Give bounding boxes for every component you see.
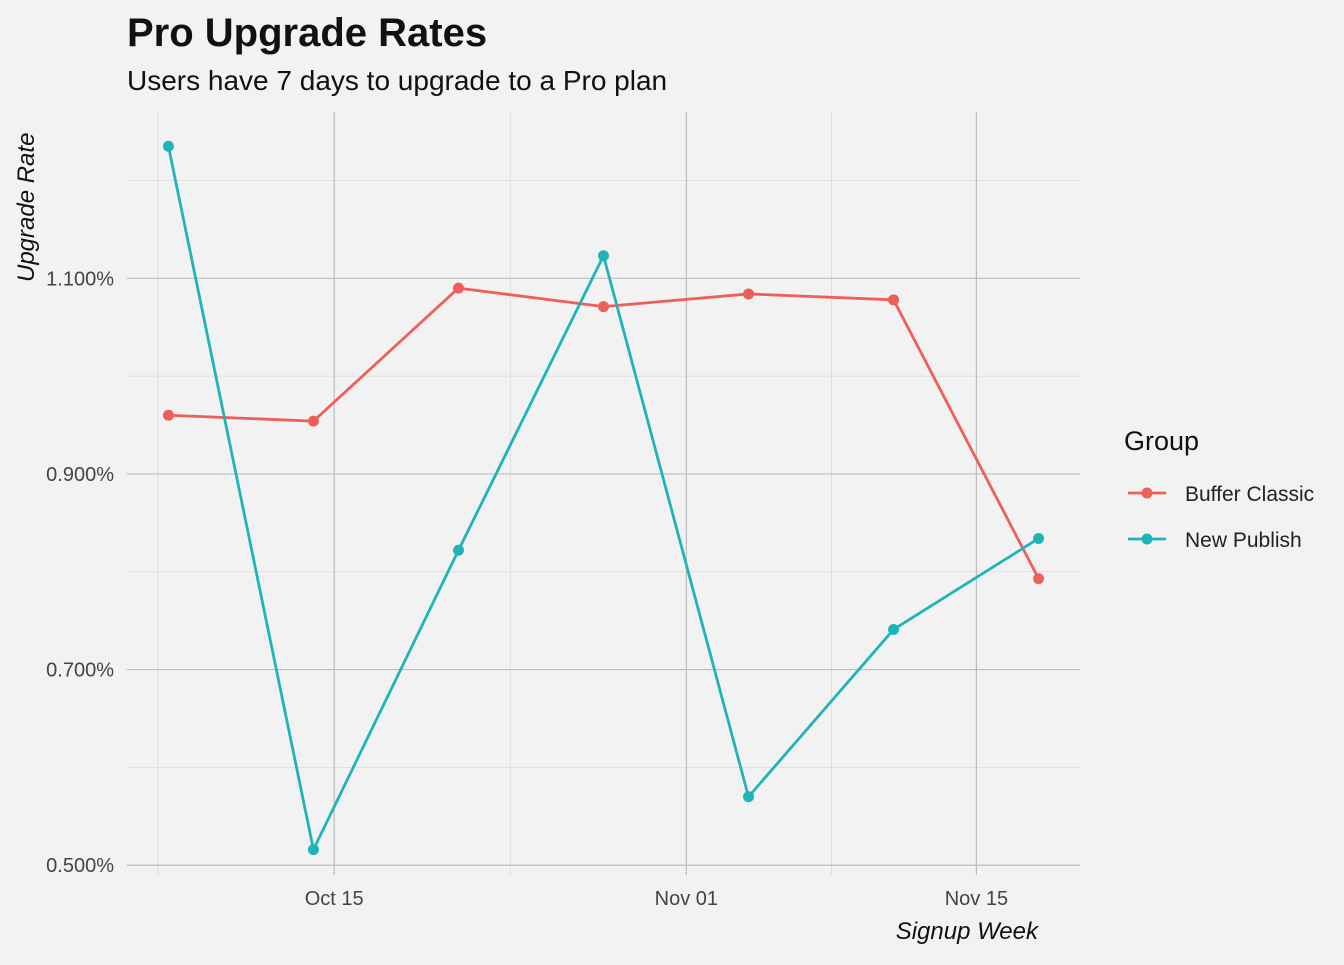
data-point [598,301,609,313]
legend-key-point [1141,533,1153,545]
x-tick-label: Nov 01 [655,888,718,910]
legend-item: New Publish [1128,529,1302,552]
data-point [743,288,755,300]
y-tick-label: 0.700% [46,660,114,682]
x-axis-title: Signup Week [896,918,1040,945]
axis-ticks: 0.500% 0.700% 0.900% 1.100% Oct 15 Nov 01 Nov … [46,268,1008,910]
legend-label: Buffer Classic [1185,483,1314,506]
chart-subtitle: Users have 7 days to upgrade to a Pro pl… [127,65,667,96]
y-tick-label: 0.900% [46,464,114,486]
series-line [168,286,1040,580]
series-new-publish [162,140,1045,856]
data-point [162,409,174,421]
data-point [452,544,464,556]
legend-label: New Publish [1185,529,1302,552]
data-point [307,415,319,427]
x-tick-label: Nov 15 [945,888,1008,910]
y-tick-label: 0.500% [46,855,114,877]
legend-key-point [1141,487,1153,499]
data-point [888,623,900,635]
data-point [452,282,464,294]
series-lines [162,140,1045,856]
legend: Group Buffer Classic New Publish [1124,426,1314,552]
data-point [162,140,174,152]
y-axis-title: Upgrade Rate [13,133,40,282]
x-tick-label: Oct 15 [305,888,364,910]
data-point [598,250,609,262]
chart-title: Pro Upgrade Rates [127,11,487,55]
data-point [888,294,900,306]
legend-title: Group [1124,426,1199,456]
data-point [307,844,319,856]
legend-item: Buffer Classic [1128,483,1314,506]
grid [127,112,1080,875]
data-point [743,791,755,803]
data-point [1033,532,1045,544]
y-tick-label: 1.100% [46,268,114,290]
series-buffer-classic [162,282,1045,585]
data-point [1033,573,1045,585]
